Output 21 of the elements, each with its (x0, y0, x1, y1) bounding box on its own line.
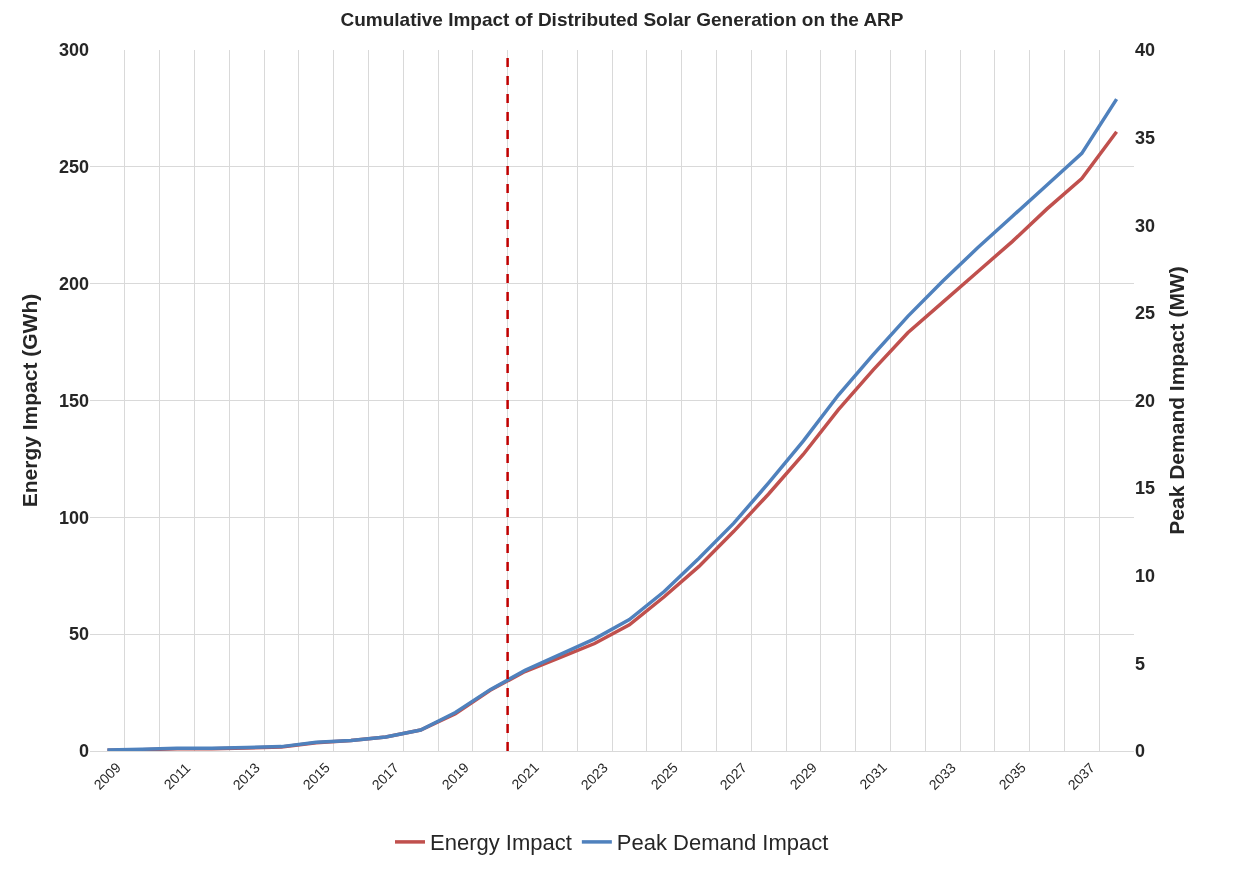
y2-tick-label: 15 (1135, 478, 1156, 499)
y2-tick-label: 25 (1135, 303, 1156, 324)
y-tick-label: 150 (58, 390, 89, 411)
y2-tick-label: 40 (1135, 40, 1156, 61)
y2-tick-label: 10 (1135, 566, 1156, 587)
y-tick-label: 250 (58, 157, 89, 178)
chart-title: Cumulative Impact of Distributed Solar Generation on the ARP (340, 9, 904, 31)
y-tick-label: 200 (58, 273, 89, 294)
y-tick-label: 0 (78, 741, 89, 762)
y2-tick-label: 0 (1135, 741, 1146, 762)
y-tick-label: 300 (58, 40, 89, 61)
y-tick-label: 100 (58, 507, 89, 528)
y-axis-title: Energy Impact (GWh) (18, 293, 42, 508)
y2-tick-label: 35 (1135, 127, 1156, 148)
y-tick-label: 50 (68, 624, 89, 645)
y2-axis-title: Peak Demand Impact (MW) (1165, 266, 1189, 535)
y2-tick-label: 5 (1135, 653, 1146, 674)
y2-tick-label: 20 (1135, 390, 1156, 411)
y2-tick-label: 30 (1135, 215, 1156, 236)
legend-label: Peak Demand Impact (616, 830, 829, 856)
legend-label: Energy Impact (430, 830, 572, 856)
